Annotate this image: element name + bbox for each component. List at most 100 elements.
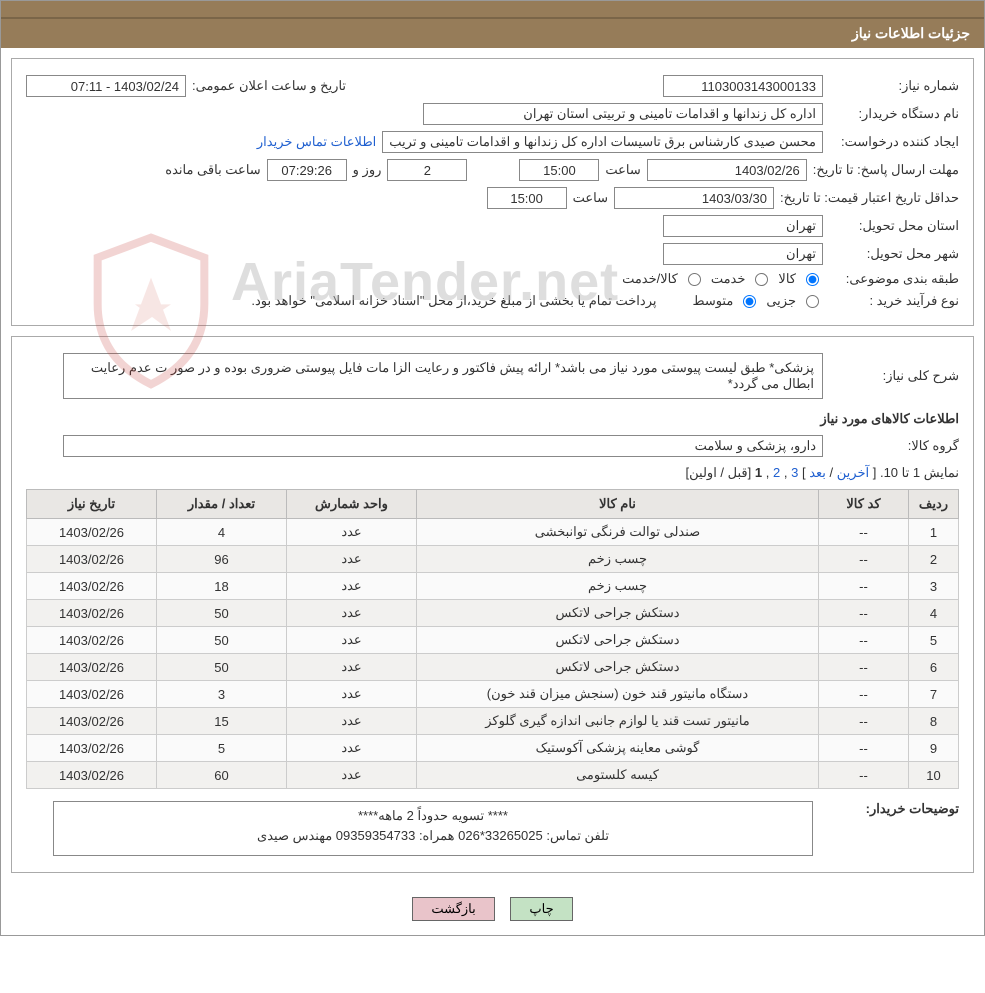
table-row: 2--چسب زخمعدد961403/02/26 (27, 546, 959, 573)
table-cell: 1403/02/26 (27, 762, 157, 789)
table-row: 3--چسب زخمعدد181403/02/26 (27, 573, 959, 600)
cat-goods-label: کالا (778, 271, 796, 287)
radio-partial[interactable] (806, 295, 819, 308)
pager-next-link[interactable]: بعد (809, 465, 826, 480)
table-row: 4--دستکش جراحی لاتکسعدد501403/02/26 (27, 600, 959, 627)
table-cell: 1403/02/26 (27, 708, 157, 735)
th-code: کد کالا (819, 490, 909, 519)
pager-last-link[interactable]: آخرین (837, 465, 869, 480)
table-cell: -- (819, 546, 909, 573)
radio-goods[interactable] (806, 273, 819, 286)
table-cell: -- (819, 627, 909, 654)
table-cell: 1403/02/26 (27, 654, 157, 681)
table-row: 8--مانیتور تست قند یا لوازم جانبی اندازه… (27, 708, 959, 735)
table-cell: مانیتور تست قند یا لوازم جانبی اندازه گی… (417, 708, 819, 735)
days-remaining-field: 2 (387, 159, 467, 181)
table-cell: عدد (287, 546, 417, 573)
countdown-field: 07:29:26 (267, 159, 347, 181)
table-cell: عدد (287, 681, 417, 708)
radio-medium[interactable] (743, 295, 756, 308)
table-cell: 10 (909, 762, 959, 789)
table-cell: 3 (909, 573, 959, 600)
print-button[interactable]: چاپ (510, 897, 572, 921)
days-and-label: روز و (353, 162, 382, 178)
table-cell: 18 (157, 573, 287, 600)
table-cell: -- (819, 762, 909, 789)
announce-label: تاریخ و ساعت اعلان عمومی: (192, 78, 346, 94)
pager: نمایش 1 تا 10. [ آخرین / بعد ] 3 , 2 , 1… (26, 465, 959, 481)
pager-comma-1: , (784, 465, 788, 480)
info-section: شماره نیاز: 1103003143000133 تاریخ و ساع… (11, 58, 974, 326)
table-cell: صندلی توالت فرنگی توانبخشی (417, 519, 819, 546)
table-row: 9--گوشی معاینه پزشکی آکوستیکعدد51403/02/… (27, 735, 959, 762)
table-cell: 3 (157, 681, 287, 708)
table-cell: 1403/02/26 (27, 627, 157, 654)
table-cell: 50 (157, 600, 287, 627)
table-row: 6--دستکش جراحی لاتکسعدد501403/02/26 (27, 654, 959, 681)
need-section: شرح کلی نیاز: پزشکی* طبق لیست پیوستی مور… (11, 336, 974, 873)
table-cell: 60 (157, 762, 287, 789)
table-cell: عدد (287, 600, 417, 627)
table-cell: دستگاه مانیتور قند خون (سنجش میزان قند خ… (417, 681, 819, 708)
th-qty: تعداد / مقدار (157, 490, 287, 519)
pager-p1-current: 1 (755, 465, 762, 480)
table-cell: کیسه کلستومی (417, 762, 819, 789)
footer-buttons: چاپ بازگشت (1, 883, 984, 935)
table-cell: عدد (287, 573, 417, 600)
need-no-field: 1103003143000133 (663, 75, 823, 97)
buyer-notes-line2: تلفن تماس: 33265025*026 همراه: 093593547… (62, 828, 804, 844)
table-cell: 1 (909, 519, 959, 546)
table-cell: عدد (287, 708, 417, 735)
table-cell: 1403/02/26 (27, 546, 157, 573)
back-button[interactable]: بازگشت (412, 897, 494, 921)
table-cell: 6 (909, 654, 959, 681)
table-cell: دستکش جراحی لاتکس (417, 627, 819, 654)
table-cell: 7 (909, 681, 959, 708)
table-cell: 50 (157, 627, 287, 654)
radio-goods-service[interactable] (688, 273, 701, 286)
page-title: جزئیات اطلاعات نیاز (1, 19, 984, 48)
need-desc-label: شرح کلی نیاز: (829, 368, 959, 384)
group-label: گروه کالا: (829, 438, 959, 454)
pager-p2-link[interactable]: 2 (773, 465, 780, 480)
th-unit: واحد شمارش (287, 490, 417, 519)
announce-field: 1403/02/24 - 07:11 (26, 75, 186, 97)
table-cell: -- (819, 708, 909, 735)
cat-service-label: خدمت (711, 271, 746, 287)
buyer-notes-field: **** تسویه حدوداً 2 ماهه**** تلفن تماس: … (53, 801, 813, 856)
table-cell: -- (819, 654, 909, 681)
th-date: تاریخ نیاز (27, 490, 157, 519)
table-row: 1--صندلی توالت فرنگی توانبخشیعدد41403/02… (27, 519, 959, 546)
items-table: ردیف کد کالا نام کالا واحد شمارش تعداد /… (26, 489, 959, 789)
table-cell: عدد (287, 519, 417, 546)
pager-close: ] (798, 465, 805, 480)
table-cell: 2 (909, 546, 959, 573)
table-cell: -- (819, 519, 909, 546)
response-date-field: 1403/02/26 (647, 159, 807, 181)
table-cell: 96 (157, 546, 287, 573)
buyer-contact-link[interactable]: اطلاعات تماس خریدار (257, 134, 376, 150)
table-cell: 15 (157, 708, 287, 735)
price-valid-label: حداقل تاریخ اعتبار قیمت: تا تاریخ: (780, 190, 959, 206)
table-cell: 9 (909, 735, 959, 762)
pager-comma-2: , (766, 465, 770, 480)
process-type-label: نوع فرآیند خرید : (829, 293, 959, 309)
response-deadline-label: مهلت ارسال پاسخ: تا تاریخ: (813, 162, 959, 178)
table-cell: 1403/02/26 (27, 573, 157, 600)
items-title: اطلاعات کالاهای مورد نیاز (26, 411, 959, 427)
table-cell: گوشی معاینه پزشکی آکوستیک (417, 735, 819, 762)
buyer-notes-line1: **** تسویه حدوداً 2 ماهه**** (62, 808, 804, 824)
top-bar (1, 1, 984, 19)
table-cell: عدد (287, 627, 417, 654)
table-cell: 1403/02/26 (27, 681, 157, 708)
radio-service[interactable] (755, 273, 768, 286)
th-name: نام کالا (417, 490, 819, 519)
group-field: دارو، پزشکی و سلامت (63, 435, 823, 457)
need-no-label: شماره نیاز: (829, 78, 959, 94)
table-cell: عدد (287, 654, 417, 681)
table-cell: 1403/02/26 (27, 519, 157, 546)
table-cell: 8 (909, 708, 959, 735)
price-valid-date-field: 1403/03/30 (614, 187, 774, 209)
table-cell: -- (819, 735, 909, 762)
process-medium-label: متوسط (692, 293, 733, 309)
